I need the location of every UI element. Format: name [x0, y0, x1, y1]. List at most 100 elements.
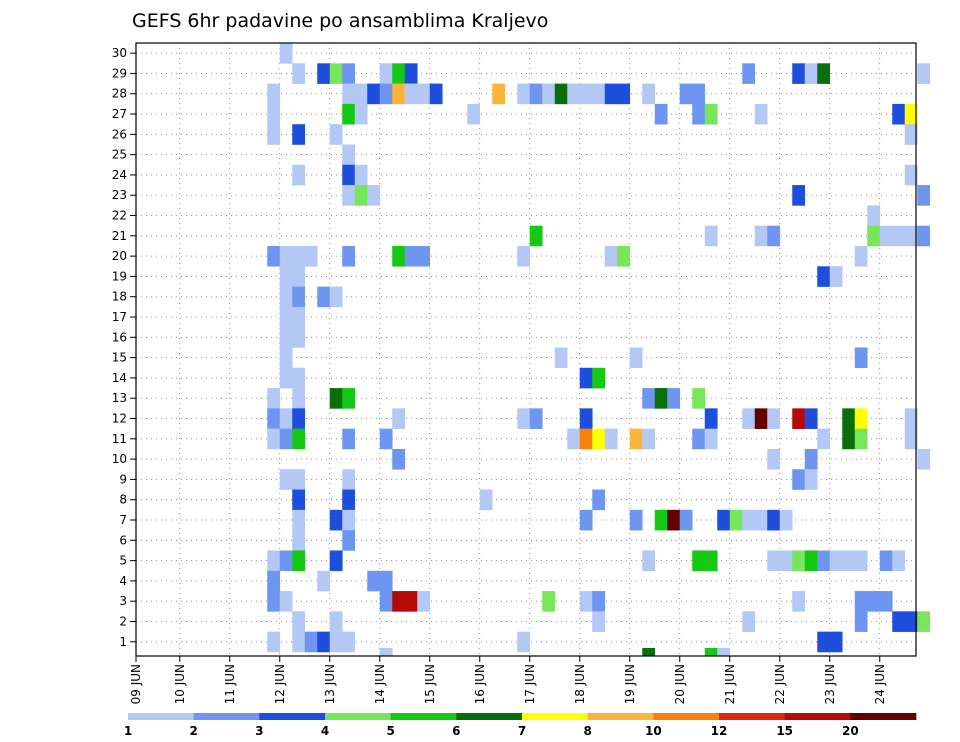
heatmap-cell — [279, 367, 293, 389]
heatmap-cell — [817, 266, 831, 287]
heatmap-cell — [517, 408, 531, 429]
heatmap-cell — [292, 509, 306, 531]
heatmap-cell — [379, 428, 393, 450]
heatmap-cell — [867, 225, 881, 247]
colorbar-swatch — [719, 713, 785, 720]
heatmap-cell — [329, 509, 343, 531]
y-tick-label: 16 — [112, 330, 127, 344]
heatmap-cell — [892, 225, 906, 247]
heatmap-cell — [854, 245, 868, 267]
heatmap-cell — [579, 367, 593, 389]
heatmap-cell — [392, 408, 406, 429]
heatmap-cell — [579, 509, 593, 531]
x-tick-label: 24 JUN — [873, 664, 887, 704]
heatmap-cell — [479, 489, 493, 511]
colorbar-label: 2 — [189, 724, 197, 738]
heatmap-cell — [854, 550, 868, 572]
colorbar-swatch — [784, 713, 851, 720]
heatmap-cell — [654, 388, 668, 409]
heatmap-cell — [279, 428, 293, 450]
y-tick-label: 6 — [119, 533, 127, 547]
heatmap-cell — [792, 408, 806, 429]
heatmap-cell — [342, 83, 356, 105]
x-tick-label: 20 JUN — [673, 664, 687, 704]
heatmap-cell — [292, 367, 306, 389]
heatmap-cell — [567, 428, 581, 450]
heatmap-cell — [467, 103, 481, 125]
heatmap-cell — [792, 591, 806, 612]
heatmap-cell — [804, 408, 818, 429]
heatmap-cell — [379, 591, 393, 612]
colorbar-swatch — [587, 713, 654, 720]
heatmap-cell — [492, 83, 506, 105]
heatmap-cell — [679, 83, 693, 105]
heatmap-cell — [892, 611, 906, 632]
heatmap-cell — [617, 245, 631, 267]
heatmap-cell — [779, 550, 793, 572]
heatmap-cell — [904, 103, 918, 125]
heatmap-cell — [567, 83, 581, 105]
heatmap-cell — [767, 509, 781, 531]
heatmap-cell — [629, 347, 643, 369]
heatmap-cell — [879, 225, 893, 247]
x-tick-label: 11 JUN — [223, 664, 237, 704]
heatmap-cell — [554, 347, 568, 369]
colorbar-label: 10 — [645, 724, 662, 738]
heatmap-cell — [642, 83, 656, 105]
heatmap-cell — [342, 489, 356, 511]
heatmap-cell — [367, 185, 381, 206]
x-tick-label: 22 JUN — [773, 664, 787, 704]
heatmap-cell — [317, 63, 331, 84]
heatmap-cell — [579, 83, 593, 105]
heatmap-cell — [642, 388, 656, 409]
heatmap-cell — [704, 408, 718, 429]
heatmap-cell — [879, 550, 893, 572]
heatmap-cell — [292, 530, 306, 551]
heatmap-cell — [292, 611, 306, 632]
heatmap-cell — [792, 550, 806, 572]
heatmap-cell — [704, 550, 718, 572]
y-tick-label: 29 — [112, 66, 127, 80]
y-axis: 1234567891011121314151617181920212223242… — [112, 46, 136, 649]
heatmap-cell — [654, 103, 668, 125]
heatmap-cell — [542, 591, 556, 612]
heatmap-cell — [854, 611, 868, 632]
heatmap-cell — [267, 631, 281, 653]
colorbar-swatch — [522, 713, 588, 720]
heatmap-cell — [742, 63, 756, 84]
y-tick-label: 13 — [112, 391, 127, 405]
colorbar: 1 2 3 4 5 6 7 8 10 12 15 20 — [124, 713, 917, 738]
heatmap-cell — [817, 63, 831, 84]
heatmap-cell — [592, 428, 606, 450]
heatmap-cell — [317, 286, 331, 308]
heatmap-cell — [429, 83, 443, 105]
heatmap-cell — [579, 591, 593, 612]
heatmap-cell — [304, 631, 318, 653]
heatmap-cell — [329, 124, 343, 145]
colorbar-label: 12 — [711, 724, 728, 738]
colorbar-label: 15 — [776, 724, 793, 738]
heatmap-cell — [692, 388, 706, 409]
heatmap-cell — [667, 388, 681, 409]
heatmap-cell — [292, 550, 306, 572]
heatmap-cell — [304, 245, 318, 267]
heatmap-cell — [704, 103, 718, 125]
x-tick-label: 10 JUN — [173, 664, 187, 704]
heatmap-cell — [642, 550, 656, 572]
heatmap-cell — [842, 428, 856, 450]
heatmap-cell — [267, 83, 281, 105]
heatmap-cell — [854, 408, 868, 429]
heatmap-cell — [379, 83, 393, 105]
y-tick-label: 24 — [112, 168, 127, 182]
heatmap-cell — [792, 469, 806, 490]
heatmap-cell — [342, 631, 356, 653]
heatmap-cell — [329, 550, 343, 572]
heatmap-cell — [904, 164, 918, 186]
heatmap-cell — [404, 245, 418, 267]
heatmap-cell — [704, 225, 718, 247]
heatmap-cell — [267, 388, 281, 409]
heatmap-cell — [742, 509, 756, 531]
heatmap-cell — [267, 245, 281, 267]
heatmap-cell — [904, 428, 918, 450]
heatmap-cell — [342, 428, 356, 450]
